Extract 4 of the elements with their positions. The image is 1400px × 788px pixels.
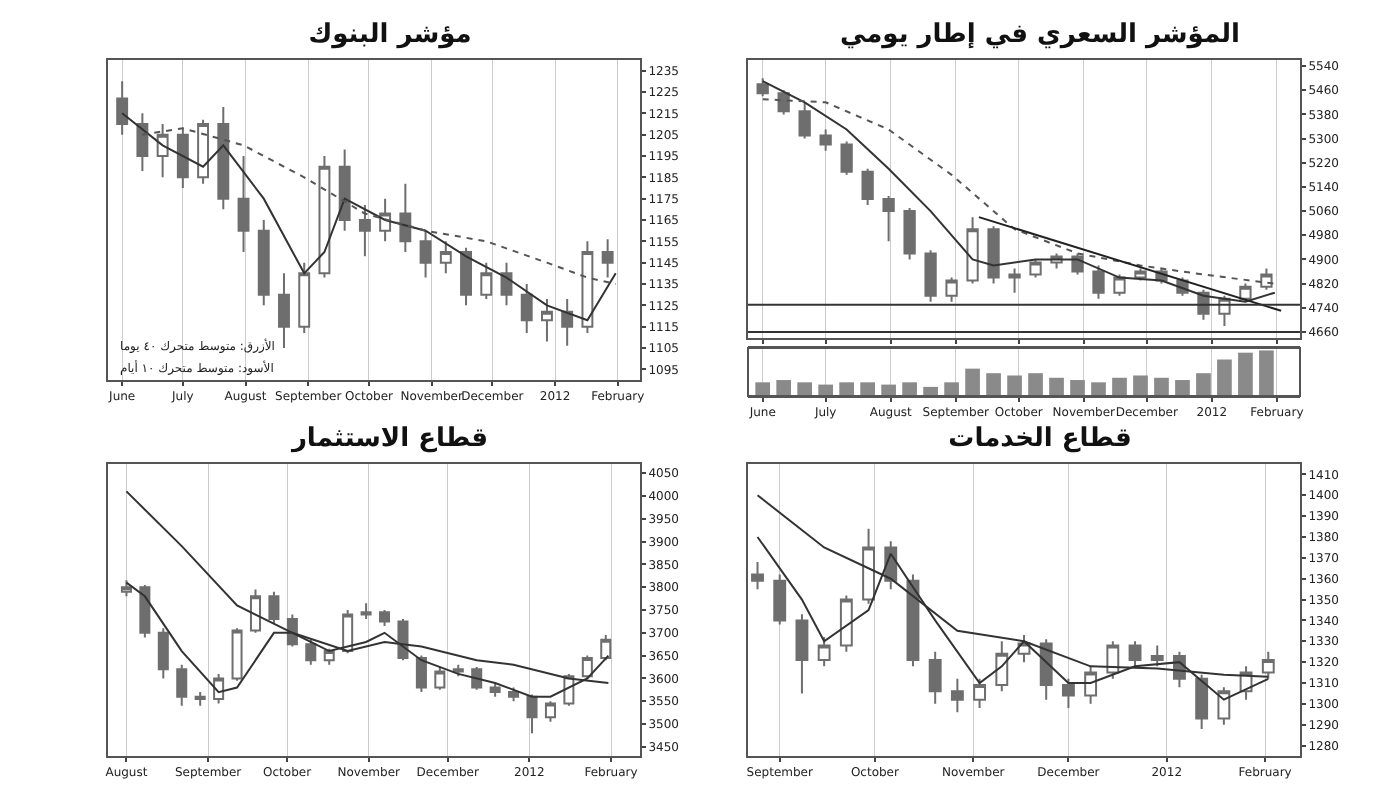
chart-title: المؤشر السعري في إطار يومي: [839, 20, 1241, 51]
chart-title: قطاع الاستثمار: [289, 424, 489, 455]
chart-title: قطاع الخدمات: [948, 424, 1132, 455]
chart-title: مؤشر البنوك: [308, 20, 472, 51]
